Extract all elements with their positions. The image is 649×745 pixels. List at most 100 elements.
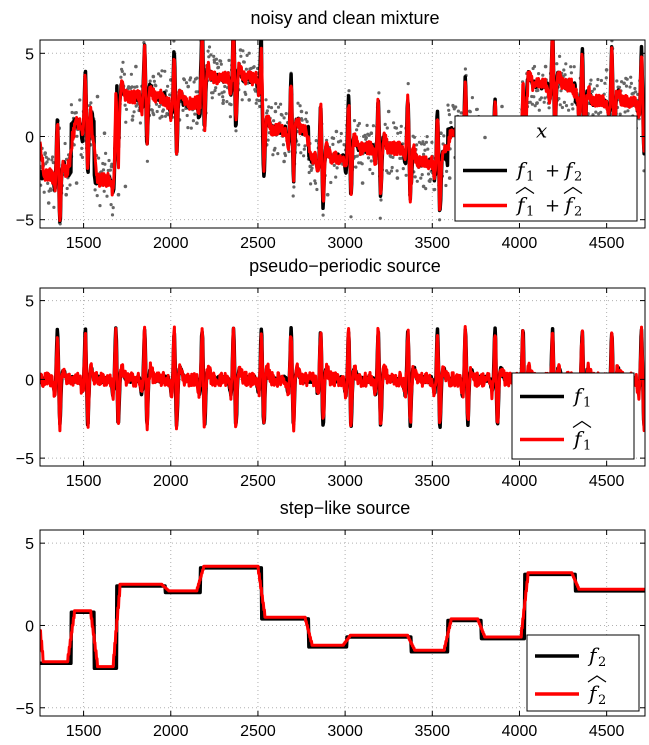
noisy-point (193, 112, 197, 116)
noisy-point (302, 154, 306, 158)
x-tick-label: 1500 (66, 235, 102, 252)
noisy-point (536, 88, 540, 92)
noisy-point (225, 100, 229, 104)
noisy-point (368, 167, 372, 172)
noisy-point (274, 102, 278, 106)
data-point (109, 164, 114, 169)
data-point (308, 164, 313, 169)
noisy-point (46, 157, 51, 161)
noisy-point (206, 49, 210, 53)
noisy-point (603, 81, 607, 85)
noisy-point (415, 179, 419, 183)
noisy-point (595, 84, 599, 88)
noisy-point (219, 62, 223, 66)
data-point (186, 84, 190, 89)
noisy-point (300, 118, 304, 122)
noisy-point (78, 98, 82, 102)
noisy-point (332, 163, 336, 167)
noisy-point (599, 78, 604, 83)
noisy-point (399, 124, 403, 128)
noisy-point (419, 176, 423, 180)
axes-frame (39, 287, 646, 467)
panel-periodic-source: pseudo−periodic source 1500 2000 2500 3000 3… (16, 256, 646, 490)
noisy-point (349, 215, 353, 219)
noisy-point (195, 76, 199, 80)
noisy-point (124, 107, 129, 111)
noisy-point (172, 40, 176, 43)
noisy-point (596, 77, 600, 82)
noisy-point (207, 45, 212, 49)
noisy-point (325, 138, 329, 142)
noisy-point (314, 139, 318, 143)
noisy-point (415, 143, 419, 147)
noisy-point (51, 161, 55, 165)
data-point (325, 192, 330, 197)
noisy-point (433, 187, 437, 192)
noisy-point (304, 117, 308, 121)
noisy-point (302, 147, 306, 151)
noisy-point (366, 156, 371, 160)
noisy-point (52, 205, 56, 209)
noisy-point (150, 108, 154, 112)
noisy-point (438, 218, 442, 222)
noisy-point (272, 119, 276, 123)
noisy-point (192, 80, 196, 84)
noisy-point (155, 109, 159, 114)
noisy-point (335, 166, 339, 170)
data-point (130, 118, 135, 122)
noisy-point (363, 133, 367, 137)
noisy-point (265, 109, 269, 113)
noisy-point (299, 151, 303, 155)
noisy-point (369, 159, 373, 163)
noisy-point (107, 158, 111, 163)
noisy-point (49, 188, 53, 192)
noisy-point (394, 126, 398, 130)
noisy-point (109, 203, 113, 207)
noisy-point (329, 180, 333, 185)
data-point (134, 64, 138, 69)
noisy-point (342, 143, 346, 147)
noisy-point (615, 79, 619, 83)
noisy-point (97, 156, 101, 160)
series-line-estimate (40, 40, 645, 222)
x-tick-label: 4000 (502, 235, 538, 252)
chart-title: step−like source (280, 498, 411, 518)
noisy-point (355, 154, 359, 158)
legend-subscript: 1 (526, 170, 534, 185)
x-tick-label: 3500 (414, 473, 450, 490)
data-point (535, 101, 539, 105)
noisy-point (108, 168, 112, 172)
noisy-point (280, 113, 284, 117)
noisy-point (539, 96, 544, 100)
noisy-point (232, 22, 235, 25)
noisy-point (463, 67, 467, 71)
noisy-point (532, 95, 536, 99)
panel-mixture: noisy and clean mixture 1500 2000 2500 3000… (16, 8, 646, 252)
legend-box (526, 634, 640, 712)
noisy-point (379, 198, 383, 202)
noisy-point (298, 104, 302, 108)
noisy-point (217, 92, 221, 96)
noisy-point (551, 8, 554, 11)
data-point (500, 104, 504, 109)
data-point (123, 184, 128, 189)
noisy-point (618, 112, 622, 116)
noisy-point (449, 120, 453, 125)
noisy-point (377, 91, 381, 95)
noisy-point (223, 84, 227, 89)
noisy-point (221, 95, 225, 99)
noisy-point (242, 60, 246, 64)
data-point (421, 184, 426, 189)
noisy-point (222, 90, 226, 94)
noisy-point (590, 89, 594, 93)
noisy-point (390, 165, 394, 170)
noisy-point (558, 103, 562, 107)
data-point (116, 192, 121, 197)
noisy-point (371, 171, 375, 176)
noisy-point (110, 213, 115, 217)
data-point (151, 74, 156, 79)
y-tick-label: 5 (25, 536, 34, 553)
noisy-point (191, 119, 195, 123)
legend-operator: + (545, 161, 560, 182)
